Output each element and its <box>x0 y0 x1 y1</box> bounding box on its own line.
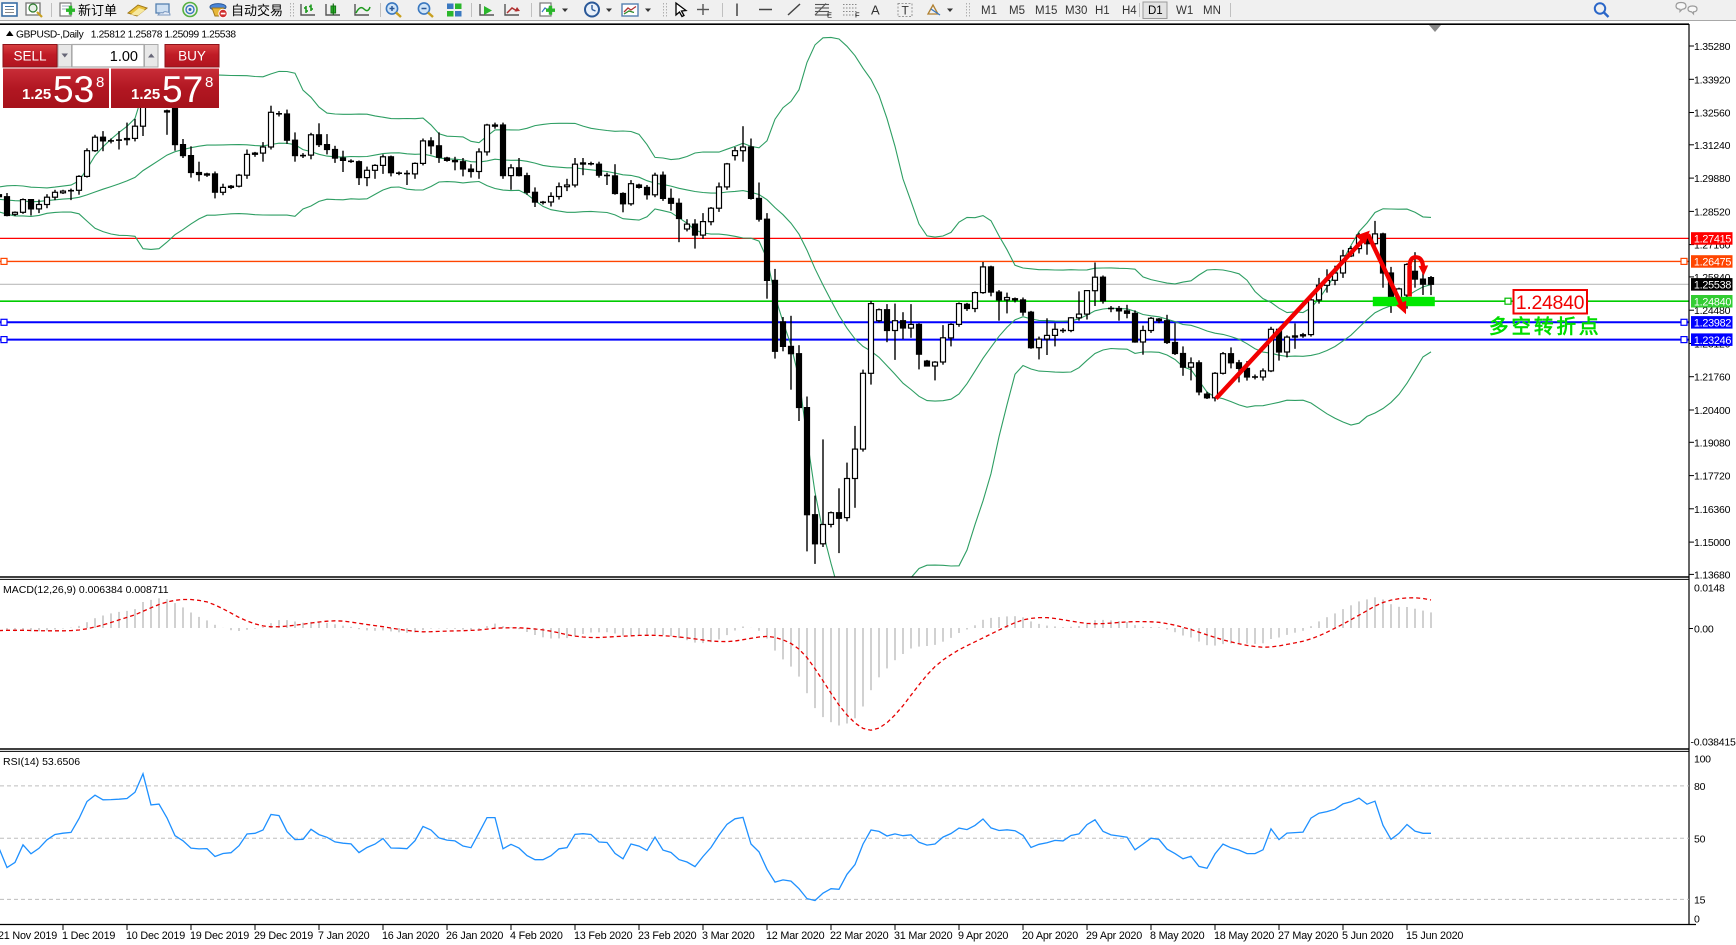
svg-text:M1: M1 <box>981 5 997 17</box>
svg-text:M30: M30 <box>1065 5 1087 17</box>
svg-text:10 Dec 2019: 10 Dec 2019 <box>126 930 185 942</box>
svg-text:1.26475: 1.26475 <box>1694 257 1732 269</box>
svg-text:M5: M5 <box>1009 5 1025 17</box>
svg-text:0.0148: 0.0148 <box>1694 583 1725 595</box>
svg-text:1.24840: 1.24840 <box>1694 296 1732 308</box>
svg-text:1.25: 1.25 <box>131 86 160 103</box>
svg-text:1.17720: 1.17720 <box>1694 471 1731 483</box>
svg-text:1.35280: 1.35280 <box>1694 41 1731 53</box>
svg-text:自动交易: 自动交易 <box>231 3 283 18</box>
svg-text:H1: H1 <box>1095 5 1110 17</box>
svg-text:1.24480: 1.24480 <box>1694 305 1731 317</box>
svg-text:20 Apr 2020: 20 Apr 2020 <box>1022 930 1078 942</box>
svg-text:7 Jan 2020: 7 Jan 2020 <box>318 930 370 942</box>
svg-text:50: 50 <box>1694 833 1706 845</box>
svg-text:RSI(14) 53.6506: RSI(14) 53.6506 <box>3 756 80 768</box>
svg-text:-0.038415: -0.038415 <box>1691 737 1736 749</box>
svg-text:1.19080: 1.19080 <box>1694 437 1731 449</box>
svg-text:31 Mar 2020: 31 Mar 2020 <box>894 930 953 942</box>
svg-text:8 May 2020: 8 May 2020 <box>1150 930 1205 942</box>
svg-text:57: 57 <box>162 69 203 110</box>
svg-text:1.24840: 1.24840 <box>1516 292 1585 314</box>
svg-text:MACD(12,26,9) 0.006384 0.00871: MACD(12,26,9) 0.006384 0.008711 <box>3 584 169 596</box>
svg-text:BUY: BUY <box>178 49 206 64</box>
svg-text:1.00: 1.00 <box>110 49 138 65</box>
svg-text:21 Nov 2019: 21 Nov 2019 <box>0 930 57 942</box>
svg-text:W1: W1 <box>1176 5 1193 17</box>
svg-text:H4: H4 <box>1122 5 1137 17</box>
svg-text:SELL: SELL <box>13 49 47 64</box>
svg-text:1.15000: 1.15000 <box>1694 537 1731 549</box>
svg-text:1.33920: 1.33920 <box>1694 74 1731 86</box>
svg-text:F: F <box>855 11 860 20</box>
svg-text:9 Apr 2020: 9 Apr 2020 <box>958 930 1008 942</box>
svg-text:22 Mar 2020: 22 Mar 2020 <box>830 930 889 942</box>
svg-text:26 Jan 2020: 26 Jan 2020 <box>446 930 503 942</box>
svg-text:16 Jan 2020: 16 Jan 2020 <box>382 930 439 942</box>
svg-text:1.25: 1.25 <box>22 86 51 103</box>
svg-text:1.25538: 1.25538 <box>1694 280 1732 292</box>
svg-text:1.27415: 1.27415 <box>1694 234 1732 246</box>
svg-text:18 May 2020: 18 May 2020 <box>1214 930 1274 942</box>
svg-text:1.31240: 1.31240 <box>1694 140 1731 152</box>
svg-text:8: 8 <box>96 74 104 91</box>
svg-text:29 Dec 2019: 29 Dec 2019 <box>254 930 313 942</box>
svg-text:0.00: 0.00 <box>1694 624 1714 636</box>
svg-text:1.13680: 1.13680 <box>1694 569 1731 581</box>
svg-text:1.32560: 1.32560 <box>1694 108 1731 120</box>
svg-text:8: 8 <box>205 74 213 91</box>
svg-text:3 Mar 2020: 3 Mar 2020 <box>702 930 755 942</box>
svg-text:1.28520: 1.28520 <box>1694 206 1731 218</box>
svg-text:23 Feb 2020: 23 Feb 2020 <box>638 930 697 942</box>
svg-text:多空转折点: 多空转折点 <box>1489 315 1602 338</box>
svg-text:1 Dec 2019: 1 Dec 2019 <box>62 930 115 942</box>
svg-text:1.29880: 1.29880 <box>1694 173 1731 185</box>
svg-text:29 Apr 2020: 29 Apr 2020 <box>1086 930 1142 942</box>
svg-text:15 Jun 2020: 15 Jun 2020 <box>1406 930 1463 942</box>
svg-text:4 Feb 2020: 4 Feb 2020 <box>510 930 563 942</box>
svg-text:19 Dec 2019: 19 Dec 2019 <box>190 930 249 942</box>
svg-text:27 May 2020: 27 May 2020 <box>1278 930 1338 942</box>
svg-text:A: A <box>871 3 880 18</box>
svg-text:5 Jun 2020: 5 Jun 2020 <box>1342 930 1394 942</box>
svg-text:0: 0 <box>1694 914 1700 926</box>
svg-text:15: 15 <box>1694 894 1706 906</box>
svg-text:100: 100 <box>1694 754 1711 766</box>
svg-text:D1: D1 <box>1148 5 1163 17</box>
svg-text:1.16360: 1.16360 <box>1694 504 1731 516</box>
svg-text:MN: MN <box>1203 5 1221 17</box>
svg-text:1.23982: 1.23982 <box>1694 318 1732 330</box>
svg-text:1.23246: 1.23246 <box>1694 335 1732 347</box>
svg-text:80: 80 <box>1694 781 1706 793</box>
svg-text:新订单: 新订单 <box>78 3 117 18</box>
svg-text:1.21760: 1.21760 <box>1694 372 1731 384</box>
svg-text:1.20400: 1.20400 <box>1694 405 1731 417</box>
svg-text:T: T <box>902 4 910 18</box>
svg-text:E: E <box>827 11 832 20</box>
svg-text:13 Feb 2020: 13 Feb 2020 <box>574 930 633 942</box>
svg-text:12 Mar 2020: 12 Mar 2020 <box>766 930 825 942</box>
svg-text:GBPUSD-,Daily 1.25812 1.2587: GBPUSD-,Daily 1.25812 1.25878 1.25099 1.… <box>16 30 236 41</box>
svg-text:M15: M15 <box>1035 5 1057 17</box>
svg-text:53: 53 <box>53 69 94 110</box>
